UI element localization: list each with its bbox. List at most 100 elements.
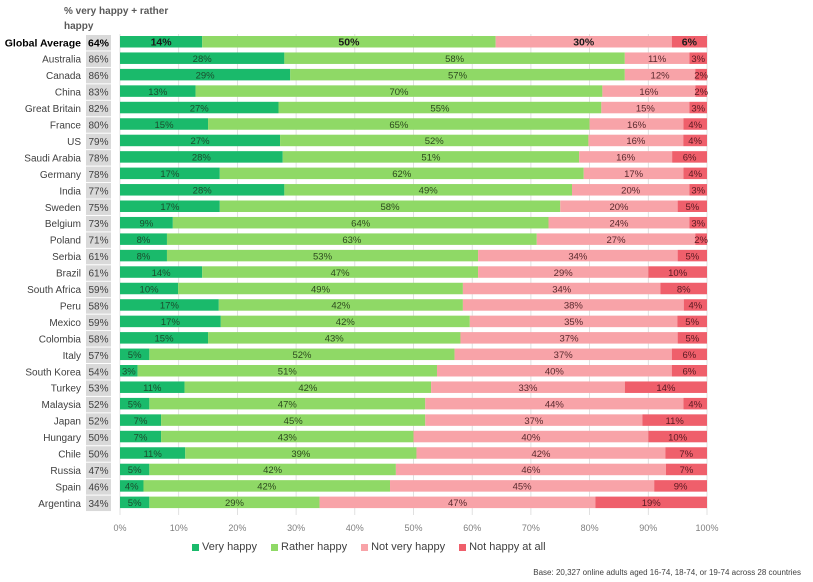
bar-segment (120, 381, 185, 393)
bar-segment (185, 447, 417, 459)
data-label: 10% (668, 432, 688, 443)
happy-total-value: 86% (88, 71, 108, 82)
bar-segment (178, 282, 463, 295)
category-label: Turkey (51, 384, 81, 395)
data-label: 13% (148, 87, 168, 98)
data-label: 33% (518, 383, 538, 394)
happy-total-box (86, 117, 111, 133)
happy-total-value: 50% (88, 433, 108, 444)
data-label: 50% (338, 37, 360, 49)
data-label: 17% (160, 202, 180, 213)
data-label: 2% (694, 87, 708, 98)
category-label: Global Average (5, 37, 81, 49)
happy-total-value: 77% (88, 186, 108, 197)
bar-segment (166, 233, 537, 245)
data-label: 3% (122, 367, 136, 378)
bar-segment (579, 151, 673, 163)
data-label: 42% (336, 317, 356, 328)
data-label: 15% (155, 334, 175, 345)
bar-segment (120, 167, 220, 180)
data-label: 6% (682, 37, 698, 49)
x-tick-label: 60% (463, 523, 481, 533)
happy-total-box (86, 347, 111, 363)
data-label: 58% (445, 54, 465, 65)
bar-segment (220, 315, 470, 328)
data-label: 63% (342, 235, 362, 246)
bar-segment (624, 381, 707, 393)
bar-segment (695, 233, 707, 245)
happy-total-box (86, 364, 111, 380)
category-label: Germany (40, 170, 81, 181)
happy-total-value: 54% (88, 367, 108, 378)
happy-total-box (86, 199, 111, 215)
data-label: 3% (691, 186, 705, 197)
happy-total-box (86, 462, 111, 479)
happy-total-box (86, 67, 111, 84)
legend-label: Not very happy (371, 541, 446, 553)
bar-segment (208, 332, 461, 344)
x-tick-label: 0% (113, 523, 126, 533)
happy-total-box (86, 380, 111, 396)
data-label: 29% (196, 70, 216, 81)
data-label: 39% (291, 449, 311, 460)
data-label: 19% (642, 498, 662, 509)
bar-segment (120, 463, 150, 476)
happy-total-value: 61% (88, 252, 108, 263)
data-label: 64% (351, 218, 371, 229)
data-label: 5% (685, 202, 699, 213)
x-tick-label: 40% (346, 523, 364, 533)
data-label: 4% (688, 120, 702, 131)
data-label: 43% (325, 334, 345, 345)
happy-total-value: 75% (88, 203, 108, 214)
data-label: 37% (554, 350, 574, 361)
bar-segment (172, 216, 549, 229)
data-label: 5% (128, 399, 142, 410)
data-label: 2% (694, 235, 708, 246)
data-label: 6% (683, 350, 697, 361)
data-label: 5% (685, 334, 699, 345)
happy-total-value: 59% (88, 318, 108, 329)
bar-segment (583, 167, 684, 180)
bar-segment (284, 52, 625, 64)
happy-total-value: 64% (88, 37, 110, 49)
bar-segment (431, 381, 625, 393)
happy-total-box (86, 331, 111, 347)
data-label: 16% (627, 120, 647, 131)
bar-segment (683, 397, 707, 410)
data-label: 11% (143, 449, 162, 460)
stacked-bar-chart: 0% 10% 20% 30% 40% 50% 60% 70% 80% 90% 100% Global … (5, 34, 719, 533)
x-tick-label: 10% (170, 523, 188, 533)
happy-total-box (86, 396, 111, 413)
data-label: 10% (668, 268, 688, 279)
bar-segment (395, 463, 666, 476)
data-label: 42% (263, 465, 283, 476)
data-label: 52% (425, 136, 445, 147)
bar-segment (478, 249, 678, 262)
category-label: Japan (54, 417, 81, 428)
happy-total-value: 34% (88, 499, 108, 510)
bar-segment (425, 414, 643, 426)
bar-segment (319, 496, 596, 509)
data-label: 29% (225, 498, 245, 509)
bar-segment (571, 184, 690, 196)
happy-total-box (86, 446, 111, 462)
data-label: 49% (311, 284, 331, 295)
category-label: South Africa (27, 285, 81, 296)
x-tick-label: 70% (522, 523, 540, 533)
data-label: 24% (609, 218, 629, 229)
category-label: Great Britain (25, 104, 81, 115)
data-label: 16% (626, 136, 646, 147)
data-label: 8% (137, 251, 151, 262)
happy-total-value: 79% (88, 137, 108, 148)
data-label: 42% (257, 482, 277, 493)
category-label: Spain (55, 482, 81, 493)
data-label: 2% (694, 70, 708, 81)
bar-segment (120, 282, 179, 295)
happy-total-box (86, 298, 111, 314)
x-tick-label: 90% (639, 523, 657, 533)
bar-segment (120, 184, 285, 196)
bar-segment (278, 101, 602, 114)
bar-segment (208, 118, 590, 130)
happy-total-box (86, 133, 111, 150)
bar-segment (120, 85, 196, 97)
